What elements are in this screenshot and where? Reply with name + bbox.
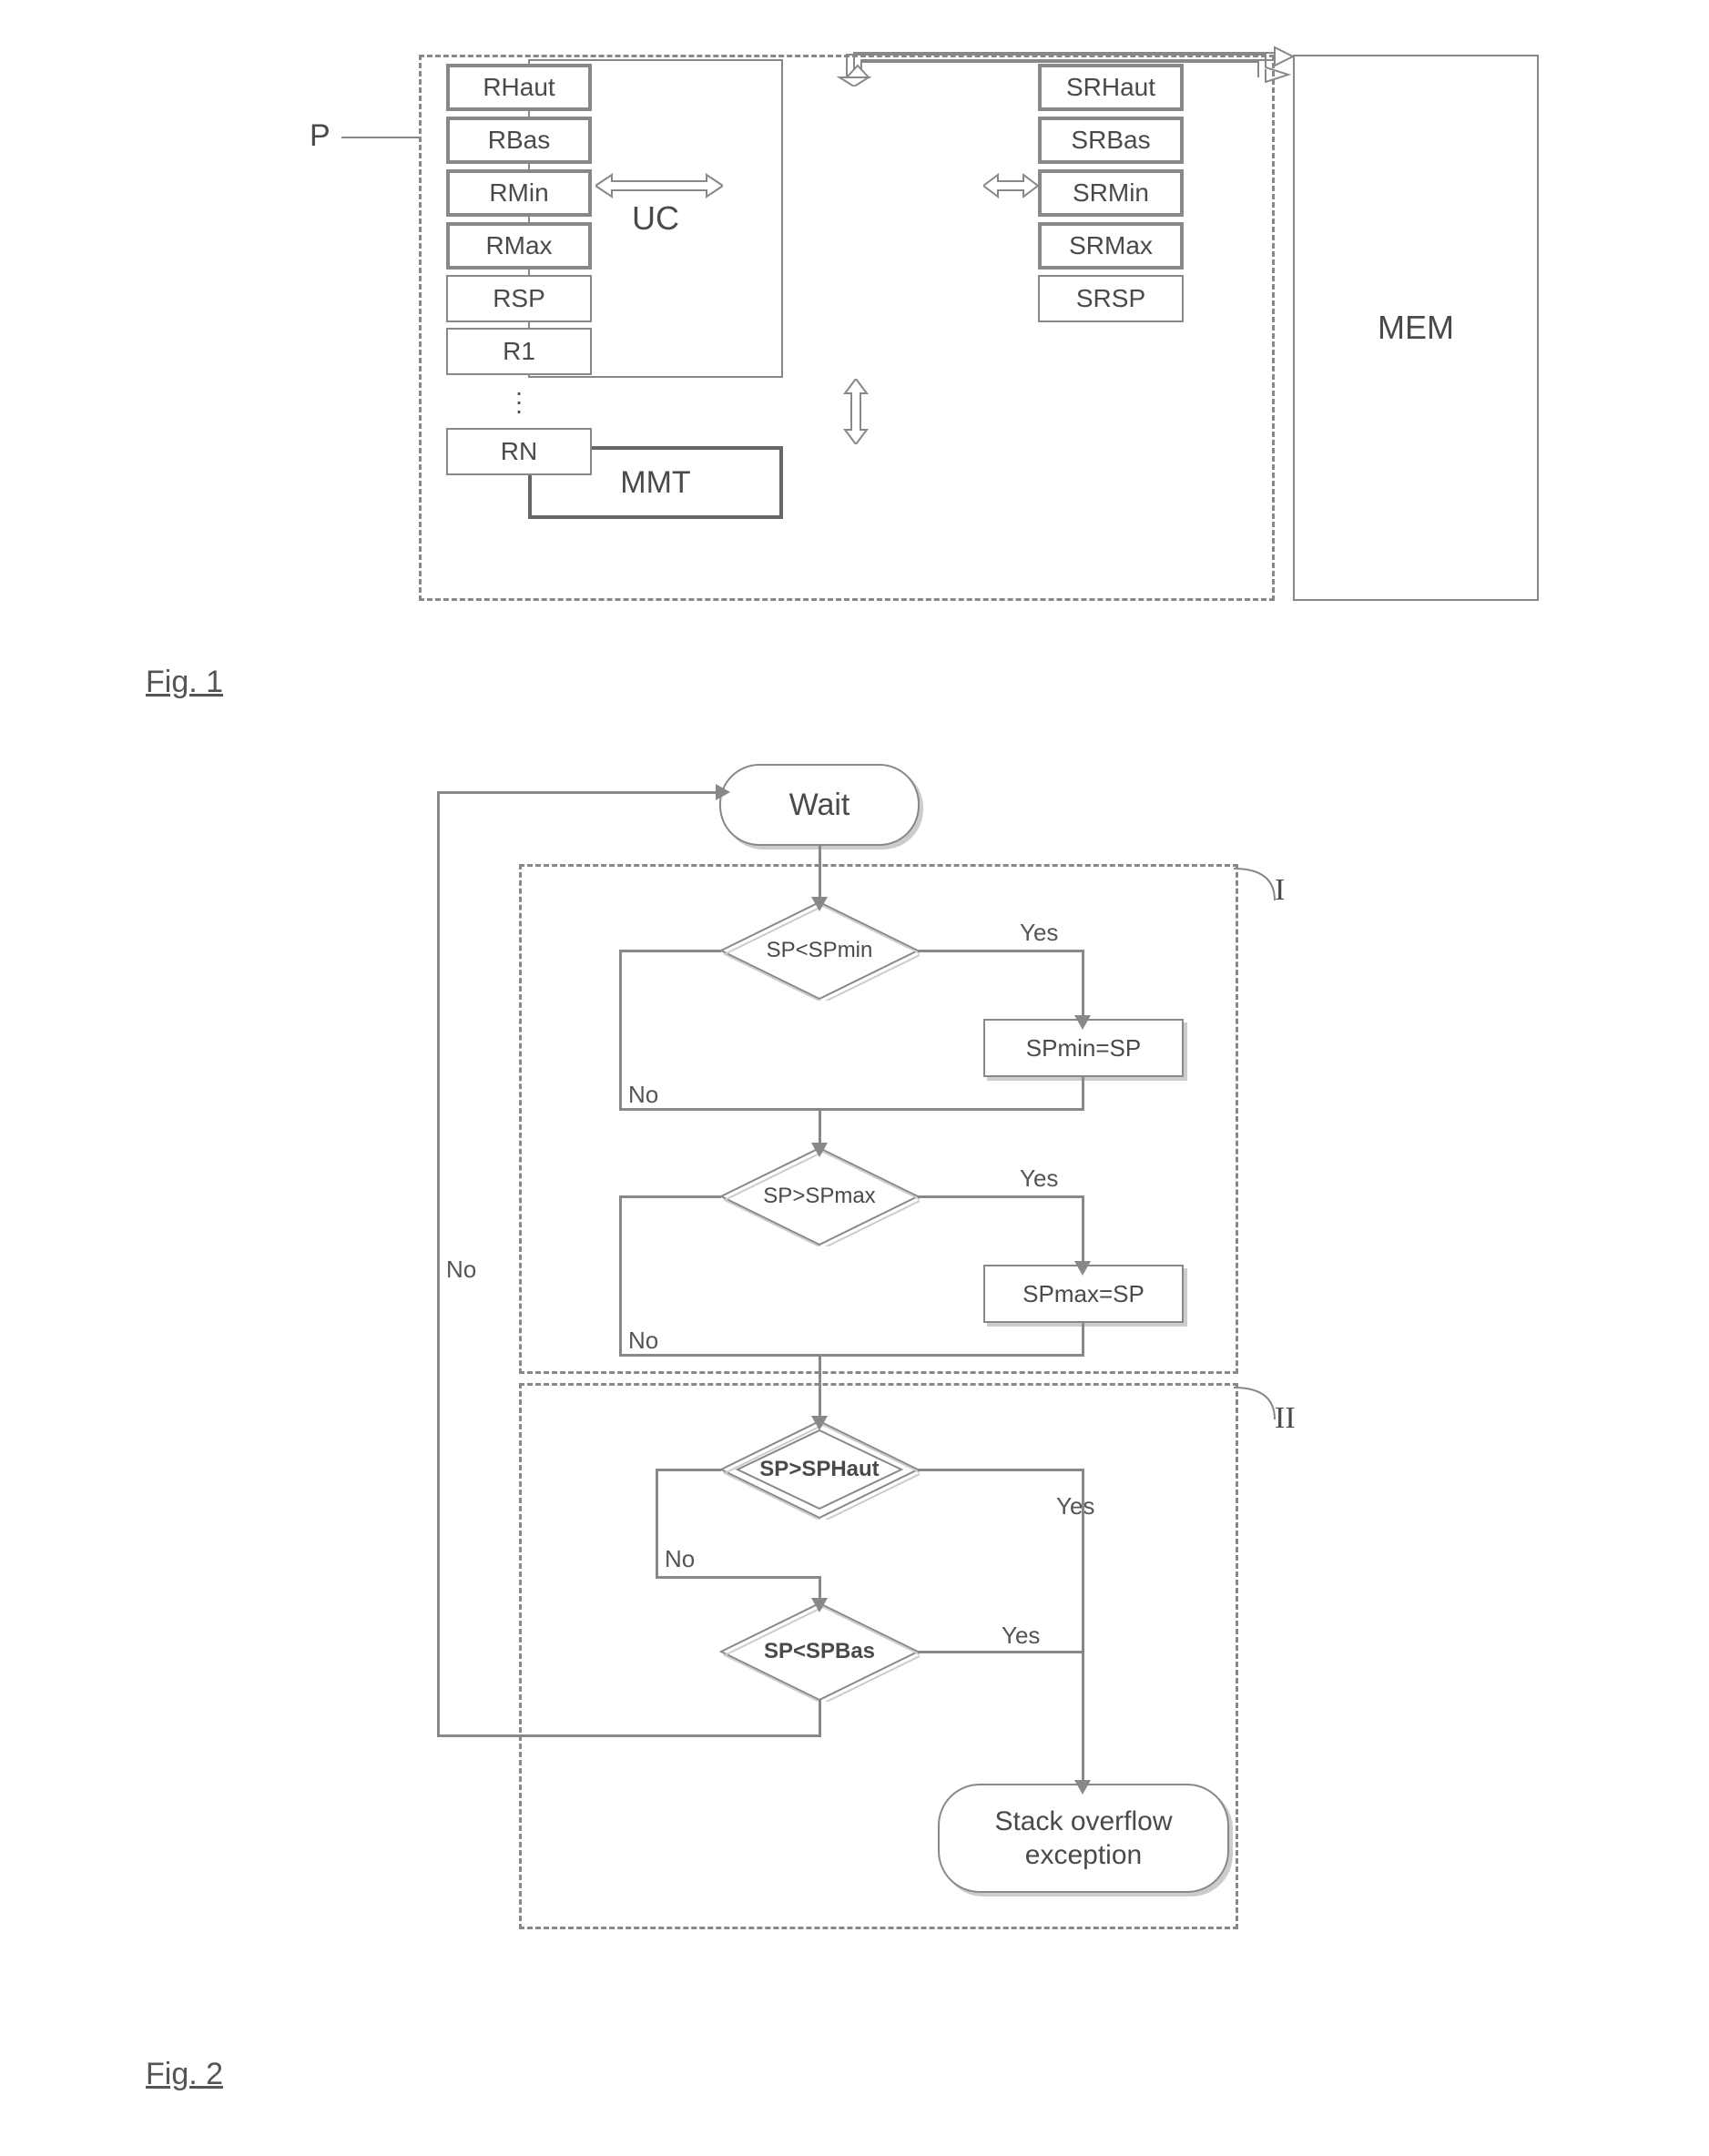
exception-label: Stack overflow exception [940, 1805, 1227, 1873]
left-register-column: RHaut RBas RMin RMax RSP R1 ··· RN [446, 64, 592, 475]
reg-label: R1 [503, 337, 535, 366]
arrow-icon [811, 897, 828, 911]
edge [1082, 1323, 1084, 1356]
reg-rmin: RMin [446, 169, 592, 217]
arrow-icon [811, 1416, 828, 1430]
edge [819, 1108, 821, 1146]
edge [1082, 1469, 1084, 1784]
reg-label: RHaut [483, 73, 554, 102]
yes-label: Yes [1056, 1492, 1094, 1520]
edge [918, 1195, 1083, 1198]
decision-sphaut: SP>SPHaut [719, 1419, 920, 1520]
arrow-icon [1074, 1015, 1091, 1030]
wait-node: Wait [719, 764, 920, 846]
reg-rn: RN [446, 428, 592, 475]
edge [656, 1469, 721, 1471]
edge [918, 1651, 1083, 1653]
reg-srmin: SRMin [1038, 169, 1184, 217]
fig2-flowchart: I II Wait SP<SPmin SPmin=SP SP>SPmax SPm… [310, 727, 1584, 2029]
edge [819, 1354, 1084, 1357]
reg-label: RMax [485, 231, 552, 260]
reg-label: RN [501, 437, 537, 466]
yes-label: Yes [1020, 919, 1058, 947]
edge [1082, 950, 1084, 1019]
mmt-label: MMT [620, 465, 690, 501]
no-label: No [446, 1256, 476, 1284]
decision-label: SP<SPmin [767, 938, 873, 963]
edge [1082, 1077, 1084, 1110]
edge [1082, 1195, 1084, 1265]
edge [619, 1195, 721, 1198]
arrow-icon [811, 1143, 828, 1157]
reg-rhaut: RHaut [446, 64, 592, 111]
reg-rmax: RMax [446, 222, 592, 270]
no-label: No [628, 1081, 658, 1109]
edge [819, 1700, 821, 1736]
reg-ellipsis: ··· [446, 381, 592, 422]
yes-label: Yes [1020, 1164, 1058, 1193]
edge [918, 950, 1083, 952]
reg-r1: R1 [446, 328, 592, 375]
fig1-caption: Fig. 1 [146, 665, 1675, 700]
edge [918, 1469, 1083, 1471]
edge [619, 1195, 622, 1356]
action-label: SPmax=SP [1022, 1280, 1144, 1308]
zone1-leader [1229, 864, 1284, 919]
zone2-leader [1229, 1383, 1284, 1438]
uc-to-mem-arrow [783, 36, 1293, 82]
decision-label: SP>SPmax [763, 1184, 875, 1209]
fig1-diagram: P UC MMT MEM RHaut RBas RMin RMax RSP R1… [219, 36, 1584, 637]
right-register-column: SRHaut SRBas SRMin SRMax SRSP [1038, 64, 1184, 322]
decision-spmin: SP<SPmin [719, 900, 920, 1001]
arrow-icon [1074, 1780, 1091, 1795]
edge [656, 1469, 658, 1578]
mem-block: MEM [1293, 55, 1539, 601]
arrow-icon [811, 1598, 828, 1612]
wait-label: Wait [789, 788, 850, 823]
reg-srmax: SRMax [1038, 222, 1184, 270]
edge [656, 1576, 819, 1579]
reg-srbas: SRBas [1038, 117, 1184, 164]
p-label: P [310, 118, 331, 154]
edge [619, 950, 622, 1110]
reg-rsp: RSP [446, 275, 592, 322]
no-label: No [665, 1545, 695, 1573]
mem-label: MEM [1378, 309, 1454, 347]
uc-label: UC [632, 199, 679, 238]
fig2-caption: Fig. 2 [146, 2057, 1675, 2092]
decision-spbas: SP<SPBas [719, 1602, 920, 1702]
reg-label: SRSP [1076, 284, 1145, 313]
edge [437, 1734, 821, 1737]
no-label: No [628, 1327, 658, 1355]
arrow-icon [716, 784, 730, 800]
decision-spmax: SP>SPmax [719, 1146, 920, 1246]
reg-label: RSP [493, 284, 545, 313]
biarrow-uc-mmt [843, 379, 869, 444]
reg-label: SRBas [1071, 126, 1150, 155]
biarrow-uc-right [983, 173, 1038, 198]
reg-label: SRMax [1069, 231, 1153, 260]
reg-rbas: RBas [446, 117, 592, 164]
edge [819, 1354, 821, 1419]
p-leader-line [341, 137, 419, 138]
exception-node: Stack overflow exception [938, 1784, 1229, 1893]
arrow-icon [1074, 1261, 1091, 1276]
reg-label: RMin [489, 178, 548, 208]
reg-srsp: SRSP [1038, 275, 1184, 322]
edge [819, 1108, 1084, 1111]
edge [437, 791, 719, 794]
edge [819, 846, 821, 900]
biarrow-left-uc [595, 173, 723, 198]
edge [619, 950, 721, 952]
decision-label: SP>SPHaut [759, 1457, 879, 1482]
decision-label: SP<SPBas [764, 1639, 875, 1664]
reg-label: SRMin [1073, 178, 1149, 208]
action-label: SPmin=SP [1026, 1034, 1141, 1063]
reg-label: RBas [488, 126, 550, 155]
yes-label: Yes [1002, 1622, 1040, 1650]
edge [437, 791, 440, 1737]
